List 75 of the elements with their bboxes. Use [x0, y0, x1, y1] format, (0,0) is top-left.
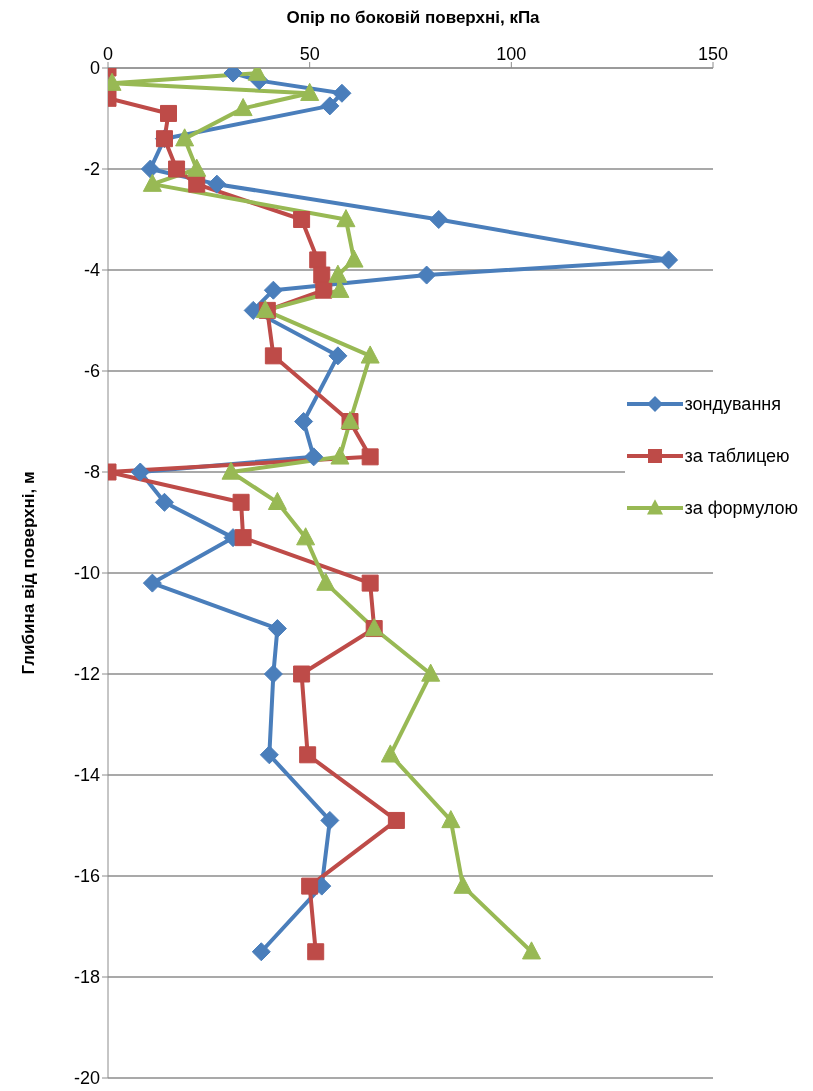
y-tick-label: -10	[73, 563, 100, 584]
point	[429, 210, 449, 229]
point	[232, 493, 250, 511]
legend-label: за формулою	[684, 497, 798, 519]
point	[267, 491, 287, 510]
point	[188, 175, 206, 193]
point	[233, 98, 253, 117]
point	[293, 211, 311, 228]
point	[336, 209, 356, 228]
point	[168, 160, 186, 178]
y-tick-label: -20	[73, 1068, 100, 1089]
y-tick-label: -6	[83, 361, 100, 382]
x-tick-label: 150	[697, 44, 729, 64]
y-axis-title: Глибина від поверхні, м	[19, 471, 39, 675]
point	[296, 527, 316, 546]
point	[140, 159, 160, 179]
y-tick-label: -4	[83, 260, 100, 281]
point	[251, 942, 271, 962]
point	[160, 104, 177, 122]
point	[187, 158, 207, 177]
y-tick-label: -2	[83, 159, 100, 180]
point	[293, 665, 311, 683]
point	[522, 941, 541, 960]
point	[294, 412, 314, 431]
x-tick-label: 100	[496, 44, 527, 64]
point	[453, 875, 473, 894]
point	[234, 529, 252, 547]
x-axis-title: Опір по боковій поверхні, кПа	[285, 8, 541, 28]
point	[263, 280, 283, 300]
point	[330, 279, 350, 298]
point	[659, 250, 679, 270]
point	[221, 461, 241, 480]
point	[380, 744, 400, 763]
point	[259, 745, 279, 765]
point	[313, 266, 331, 284]
point	[361, 448, 379, 466]
point	[267, 619, 287, 639]
point	[300, 82, 320, 101]
point	[320, 810, 340, 830]
y-tick-label: 0	[89, 58, 100, 79]
point	[315, 281, 333, 299]
point	[316, 572, 336, 591]
y-tick-label: -14	[73, 765, 100, 786]
point	[299, 746, 317, 764]
point	[142, 173, 162, 192]
y-tick-label: -16	[73, 866, 100, 887]
point	[417, 265, 437, 285]
point	[304, 447, 324, 467]
point	[332, 83, 352, 103]
point	[360, 345, 380, 364]
legend-label: за таблицею	[684, 445, 790, 467]
point	[264, 347, 282, 365]
point	[330, 446, 350, 465]
point	[387, 811, 405, 829]
point	[130, 462, 150, 482]
point	[307, 943, 325, 961]
y-tick-label: -12	[73, 664, 100, 685]
point	[175, 128, 195, 147]
x-tick-label: 50	[299, 44, 320, 64]
legend-label: зондування	[684, 393, 782, 415]
point	[207, 174, 227, 194]
x-tick-label: 0	[102, 44, 114, 64]
point	[361, 574, 379, 592]
point	[421, 663, 441, 682]
point	[320, 96, 340, 116]
y-tick-label: -18	[73, 967, 100, 988]
point	[154, 492, 174, 512]
point	[441, 810, 461, 829]
point	[263, 664, 283, 684]
point	[344, 249, 364, 268]
point	[328, 264, 348, 283]
point	[142, 573, 162, 593]
point	[328, 346, 348, 366]
point	[301, 877, 319, 895]
y-tick-label: -8	[83, 462, 100, 483]
